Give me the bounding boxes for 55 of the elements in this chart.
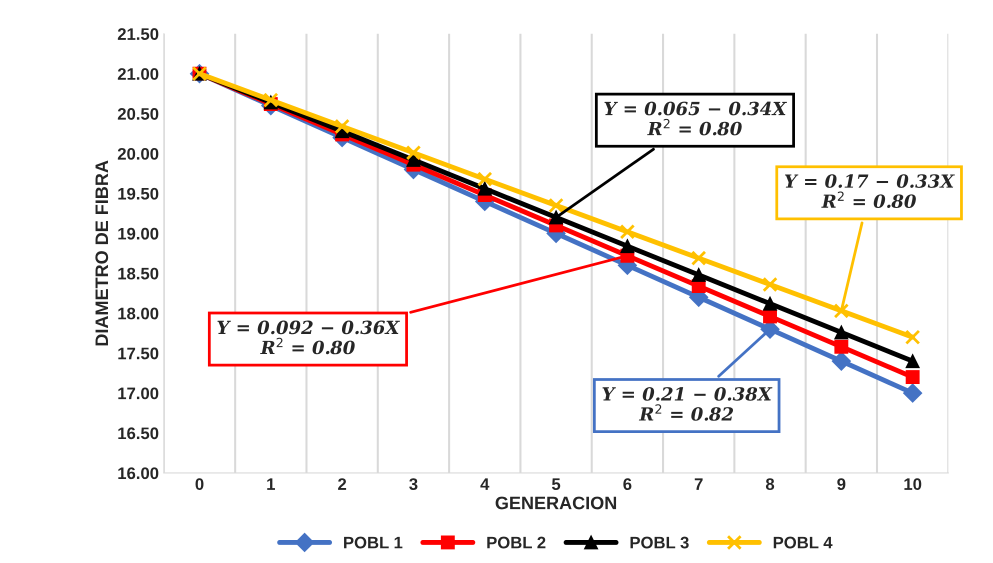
point <box>548 198 564 214</box>
y-axis-title: DIAMETRO DE FIBRA <box>95 160 108 346</box>
y-tick-label: 20.50 <box>118 108 158 120</box>
annotation: Y = 0.092 − 0.36X R$^{2}$ = 0.80 <box>217 320 400 354</box>
x-axis-title: GENERACION <box>496 496 616 510</box>
legend-label: POBL 1 <box>344 536 402 548</box>
y-tick-label: 21.00 <box>118 68 158 80</box>
x-tick-label: 0 <box>196 478 204 490</box>
point <box>334 118 350 134</box>
point <box>691 250 706 266</box>
annotation: Y = 0.17 − 0.33X R$^{2}$ = 0.80 <box>784 174 955 208</box>
point <box>762 276 778 292</box>
x-tick-label: 7 <box>694 478 703 490</box>
y-tick-label: 21.50 <box>118 28 158 40</box>
point <box>905 330 920 345</box>
y-tick-label: 19.00 <box>118 228 158 240</box>
point <box>834 303 849 318</box>
point <box>263 92 278 108</box>
point <box>692 268 706 282</box>
annotation: Y = 0.21 − 0.38X R$^{2}$ = 0.82 <box>602 387 772 421</box>
point <box>763 296 777 311</box>
point <box>906 354 920 368</box>
point <box>763 309 777 324</box>
y-tick-label: 20.00 <box>118 148 158 160</box>
y-tick-label: 18.00 <box>118 308 158 320</box>
point <box>832 352 851 371</box>
point <box>478 182 492 196</box>
point <box>549 210 564 224</box>
y-tick-label: 19.50 <box>118 188 158 200</box>
y-tick-label: 16.50 <box>118 427 158 440</box>
y-tick-label: 17.50 <box>118 348 158 360</box>
legend-label: POBL 2 <box>487 536 546 548</box>
point <box>620 239 634 254</box>
point <box>620 224 636 240</box>
point <box>477 171 492 187</box>
y-tick-label: 17.00 <box>118 387 158 400</box>
x-tick-label: 1 <box>267 478 275 490</box>
x-tick-label: 10 <box>904 478 922 490</box>
y-tick-label: 16.00 <box>118 467 158 480</box>
x-tick-label: 4 <box>480 478 490 490</box>
legend-label: POBL 4 <box>774 536 832 548</box>
y-tick-label: 18.50 <box>118 268 158 280</box>
x-tick-label: 5 <box>552 478 560 490</box>
point <box>906 370 920 384</box>
x-tick-label: 8 <box>766 478 774 490</box>
point <box>834 325 848 340</box>
annotation: Y = 0.065 − 0.34X R$^{2}$ = 0.80 <box>604 102 787 136</box>
legend-label: POBL 3 <box>630 536 689 548</box>
point <box>406 145 422 160</box>
x-tick-label: 3 <box>409 478 418 490</box>
x-tick-label: 9 <box>837 478 846 490</box>
x-tick-label: 2 <box>338 478 346 490</box>
point <box>903 384 922 403</box>
point <box>834 340 848 354</box>
x-tick-label: 6 <box>623 478 632 490</box>
